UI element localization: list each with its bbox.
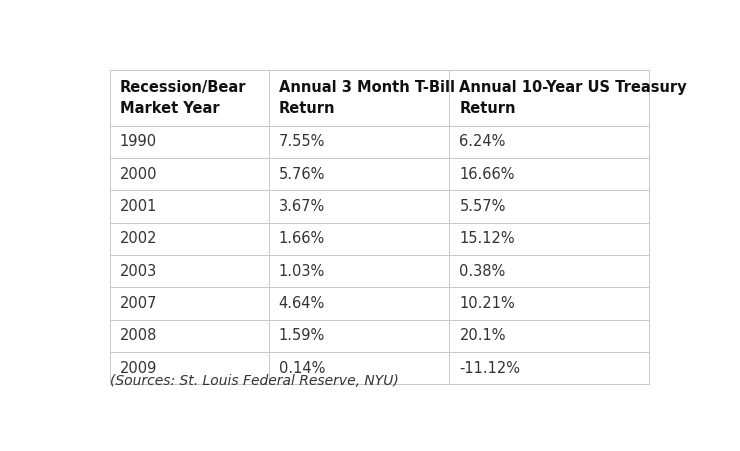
Bar xyxy=(110,223,649,255)
Text: 3.67%: 3.67% xyxy=(279,199,325,214)
Text: 2000: 2000 xyxy=(120,167,157,182)
Text: -11.12%: -11.12% xyxy=(460,361,520,376)
Text: 1.66%: 1.66% xyxy=(279,231,325,246)
Bar xyxy=(110,255,649,287)
Text: 4.64%: 4.64% xyxy=(279,296,325,311)
Text: 5.57%: 5.57% xyxy=(460,199,506,214)
Text: 2008: 2008 xyxy=(120,328,157,344)
Text: Annual 10-Year US Treasury
Return: Annual 10-Year US Treasury Return xyxy=(460,80,687,116)
Text: 1.59%: 1.59% xyxy=(279,328,325,344)
Text: Annual 3 Month T-Bill
Return: Annual 3 Month T-Bill Return xyxy=(279,80,455,116)
Text: 5.76%: 5.76% xyxy=(279,167,325,182)
Bar xyxy=(110,158,649,190)
Bar xyxy=(110,352,649,384)
Bar xyxy=(110,126,649,158)
Text: 20.1%: 20.1% xyxy=(460,328,506,344)
Text: 16.66%: 16.66% xyxy=(460,167,515,182)
Text: 2003: 2003 xyxy=(120,264,157,279)
Bar xyxy=(110,70,649,126)
Text: Recession/Bear
Market Year: Recession/Bear Market Year xyxy=(120,80,246,116)
Text: 10.21%: 10.21% xyxy=(460,296,515,311)
Text: 7.55%: 7.55% xyxy=(279,134,325,149)
Text: 2009: 2009 xyxy=(120,361,157,376)
Bar xyxy=(110,287,649,320)
Text: 2001: 2001 xyxy=(120,199,157,214)
Bar xyxy=(110,190,649,223)
Text: 15.12%: 15.12% xyxy=(460,231,515,246)
Text: (Sources: St. Louis Federal Reserve, NYU): (Sources: St. Louis Federal Reserve, NYU… xyxy=(110,373,398,387)
Text: 0.38%: 0.38% xyxy=(460,264,505,279)
Text: 2002: 2002 xyxy=(120,231,157,246)
Text: 6.24%: 6.24% xyxy=(460,134,506,149)
Bar xyxy=(110,320,649,352)
Text: 1.03%: 1.03% xyxy=(279,264,325,279)
Text: 1990: 1990 xyxy=(120,134,157,149)
Text: 0.14%: 0.14% xyxy=(279,361,325,376)
Text: 2007: 2007 xyxy=(120,296,157,311)
